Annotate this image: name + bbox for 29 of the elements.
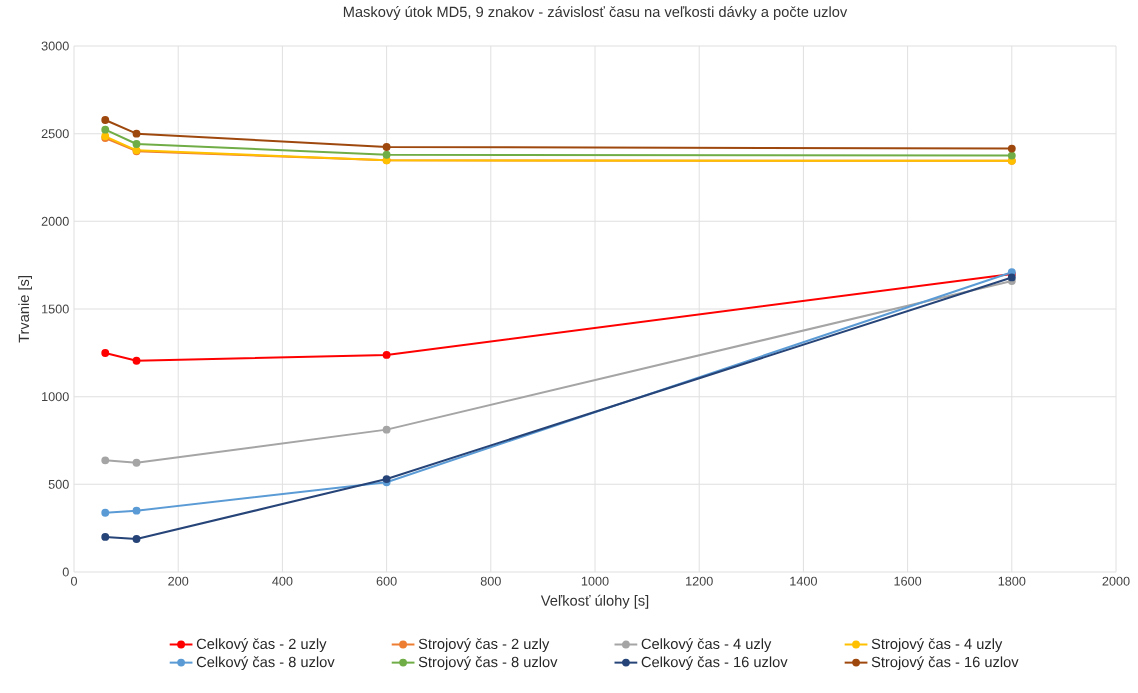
x-tick-label: 1400	[790, 576, 817, 586]
x-tick-label: 1200	[686, 576, 713, 586]
legend-label: Strojový čas - 8 uzlov	[418, 656, 558, 671]
y-tick-label: 2000	[41, 216, 69, 226]
x-axis-title: Veľkosť úlohy [s]	[540, 594, 649, 609]
legend-label: Strojový čas - 4 uzly	[871, 638, 1003, 652]
legend-label: Strojový čas - 16 uzlov	[871, 656, 1019, 671]
x-tick-label: 400	[272, 576, 293, 586]
y-tick-label: 1500	[42, 304, 69, 314]
legend-label: Strojový čas - 2 uzly	[418, 638, 550, 652]
y-tick-label: 500	[48, 479, 69, 489]
y-axis-title: Trvanie [s]	[18, 276, 32, 343]
legend-label: Celkový čas - 16 uzlov	[641, 656, 788, 671]
y-tick-label: 3000	[41, 41, 69, 51]
x-tick-label: 0	[70, 576, 78, 586]
legend-label: Celkový čas - 2 uzly	[196, 638, 327, 652]
legend-label: Celkový čas - 4 uzly	[641, 638, 772, 652]
x-tick-label: 1800	[998, 576, 1026, 586]
x-tick-label: 1600	[894, 576, 922, 586]
y-tick-label: 1000	[42, 392, 69, 402]
chart-title: Maskový útok MD5, 9 znakov - závislosť času na veľkosti dávky a počte uzlov	[343, 6, 848, 20]
y-tick-label: 0	[62, 567, 69, 577]
x-tick-label: 200	[168, 576, 189, 586]
x-tick-label: 800	[480, 576, 501, 586]
legend-label: Celkový čas - 8 uzlov	[196, 656, 335, 671]
x-tick-label: 1000	[581, 576, 609, 586]
y-tick-label: 2500	[41, 129, 69, 139]
x-tick-label: 600	[376, 576, 397, 586]
x-tick-label: 2000	[1102, 576, 1130, 586]
